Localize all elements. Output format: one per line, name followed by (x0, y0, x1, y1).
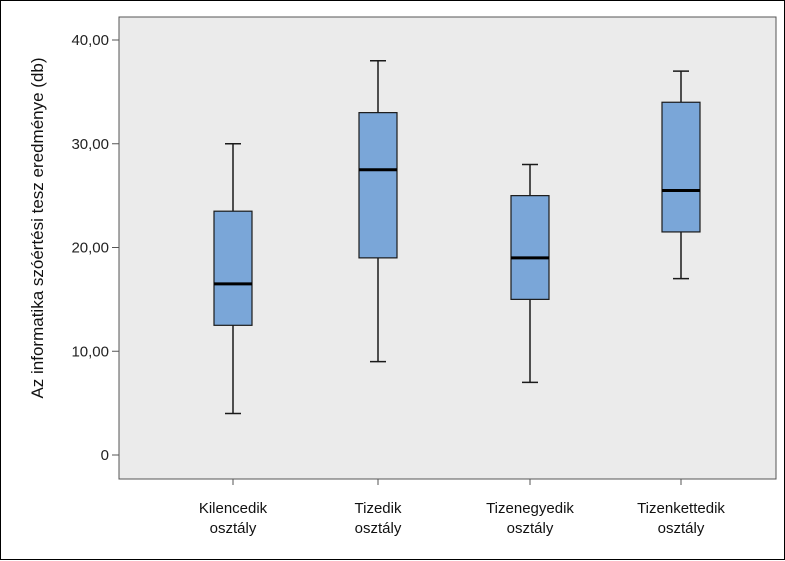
y-tick-label: 10,00 (71, 343, 109, 360)
x-category-label: Tizenkettedik (637, 500, 725, 517)
y-tick-label: 20,00 (71, 240, 109, 257)
x-category-label: Kilencedik (199, 500, 268, 517)
x-category-label: osztály (355, 520, 402, 537)
y-tick-label: 40,00 (71, 32, 109, 49)
box-3 (510, 163, 550, 384)
x-category-label: osztály (507, 520, 554, 537)
iqr-box (661, 101, 701, 233)
y-tick-label: 30,00 (71, 136, 109, 153)
y-axis: 0 10,00 20,00 30,00 40,00 (71, 32, 119, 464)
x-category-label: Tizenegyedik (486, 500, 574, 517)
iqr-box (510, 195, 550, 300)
x-category-label: osztály (658, 520, 705, 537)
y-axis-label: Az informatika szóértési tesz eredménye … (28, 57, 47, 398)
box-1 (213, 143, 253, 415)
x-axis: Kilencedik osztály Tizedik osztály Tizenegye… (199, 479, 725, 537)
box-2 (358, 60, 398, 363)
box-series (213, 60, 701, 415)
iqr-box (213, 210, 253, 326)
box-4 (661, 70, 701, 280)
x-category-label: osztály (210, 520, 257, 537)
y-tick-label: 0 (101, 447, 109, 464)
x-category-label: Tizedik (355, 500, 402, 517)
iqr-box (358, 112, 398, 259)
